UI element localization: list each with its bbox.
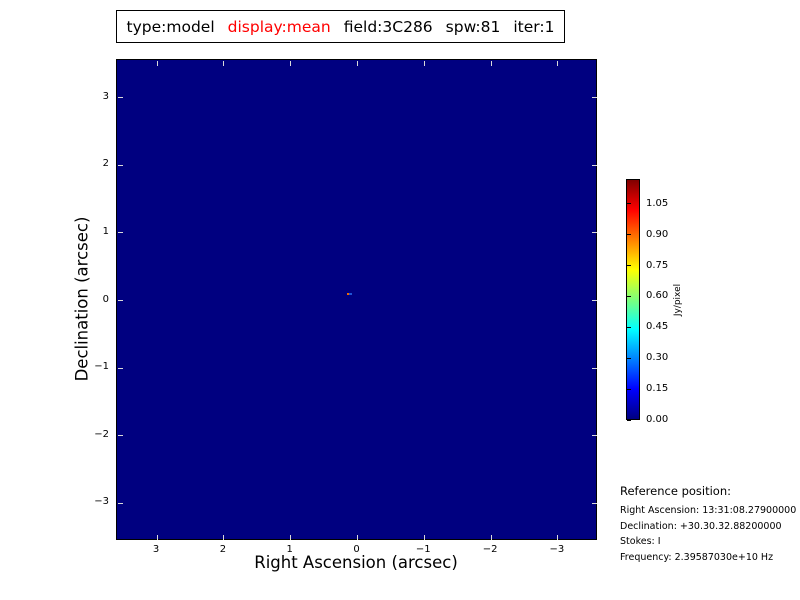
colorbar-tick-label-4: 0.60 [646, 290, 669, 302]
colorbar-tick-label-2: 0.30 [646, 352, 669, 364]
colorbar-tick-5 [627, 265, 631, 266]
title-part-4: iter:1 [513, 17, 555, 36]
model-source-pixel-0 [346, 292, 350, 295]
title-part-0: type:model [126, 17, 215, 36]
y-tick-right [591, 232, 597, 234]
reference-line-0: Right Ascension: 13:31:08.27900000 [620, 505, 797, 516]
reference-position-block: Reference position: Right Ascension: 13:… [620, 484, 796, 565]
x-tick-top [156, 61, 158, 66]
colorbar-tick-6 [627, 234, 631, 236]
y-tick-label-2: 1 [102, 225, 109, 237]
y-tick-left [118, 435, 123, 437]
colorbar-tick-0 [627, 419, 631, 421]
colorbar [626, 179, 640, 420]
colorbar-unit-label: Jy/pixel [673, 283, 683, 317]
x-tick-label-0: 3 [152, 544, 160, 555]
y-tick-left [118, 164, 123, 166]
x-tick-label-4: −1 [415, 544, 431, 555]
colorbar-tick-label-0: 0.00 [646, 414, 669, 425]
y-tick-label-4: −1 [94, 361, 109, 373]
x-tick-top [423, 61, 425, 66]
y-tick-left [118, 97, 123, 99]
x-tick-top [223, 61, 225, 66]
x-tick-top [557, 61, 559, 66]
y-tick-right [591, 435, 597, 437]
colorbar-tick-3 [627, 326, 631, 328]
x-tick-bottom [423, 534, 425, 540]
x-tick-bottom [290, 534, 292, 540]
x-tick-bottom [557, 534, 559, 540]
colorbar-tick-2 [627, 357, 631, 359]
x-tick-label-6: −3 [549, 544, 565, 555]
x-tick-label-3: 0 [353, 544, 360, 555]
x-axis-label: Right Ascension (arcsec) [254, 553, 458, 572]
y-tick-label-0: 3 [102, 90, 109, 102]
y-tick-right [591, 502, 597, 504]
sky-image-plot [116, 59, 597, 540]
y-tick-right [591, 300, 597, 301]
colorbar-tick-label-7: 1.05 [646, 197, 669, 209]
colorbar-tick-label-3: 0.45 [646, 321, 669, 333]
reference-position-heading: Reference position: [620, 484, 731, 498]
reference-line-2: Stokes: I [620, 536, 661, 547]
reference-line-3: Frequency: 2.39587030e+10 Hz [620, 551, 774, 563]
y-tick-left [118, 300, 123, 301]
model-source-pixel-1 [349, 292, 353, 295]
colorbar-tick-label-5: 0.75 [646, 259, 669, 271]
y-tick-label-1: 2 [102, 158, 109, 170]
y-tick-label-6: −3 [94, 496, 109, 508]
y-tick-left [118, 367, 123, 369]
y-tick-left [118, 232, 123, 234]
plot-title-box: type:model display:mean field:3C286 spw:81 i… [116, 10, 565, 43]
x-tick-bottom [490, 534, 492, 540]
colorbar-tick-label-1: 0.15 [646, 383, 669, 395]
x-tick-bottom [156, 534, 158, 540]
x-tick-label-2: 1 [286, 544, 293, 555]
reference-line-1: Declination: +30.30.32.88200000 [620, 520, 782, 532]
title-part-2: field:3C286 [343, 17, 433, 36]
y-tick-right [591, 97, 597, 99]
y-tick-label-3: 0 [102, 293, 109, 305]
y-tick-right [591, 367, 597, 369]
colorbar-tick-1 [627, 388, 631, 390]
x-tick-bottom [223, 534, 225, 540]
title-part-3: spw:81 [445, 17, 501, 36]
x-tick-label-5: −2 [482, 544, 498, 555]
title-part-1: display:mean [227, 17, 331, 36]
x-tick-top [490, 61, 492, 66]
x-tick-label-1: 2 [219, 544, 227, 555]
colorbar-tick-7 [627, 203, 631, 205]
x-tick-bottom [357, 534, 358, 540]
y-tick-left [118, 502, 123, 504]
y-tick-right [591, 164, 597, 166]
colorbar-tick-4 [627, 295, 631, 297]
x-tick-top [290, 61, 292, 66]
y-tick-label-5: −2 [94, 428, 109, 440]
colorbar-tick-label-6: 0.90 [646, 228, 669, 240]
x-tick-top [357, 61, 358, 66]
